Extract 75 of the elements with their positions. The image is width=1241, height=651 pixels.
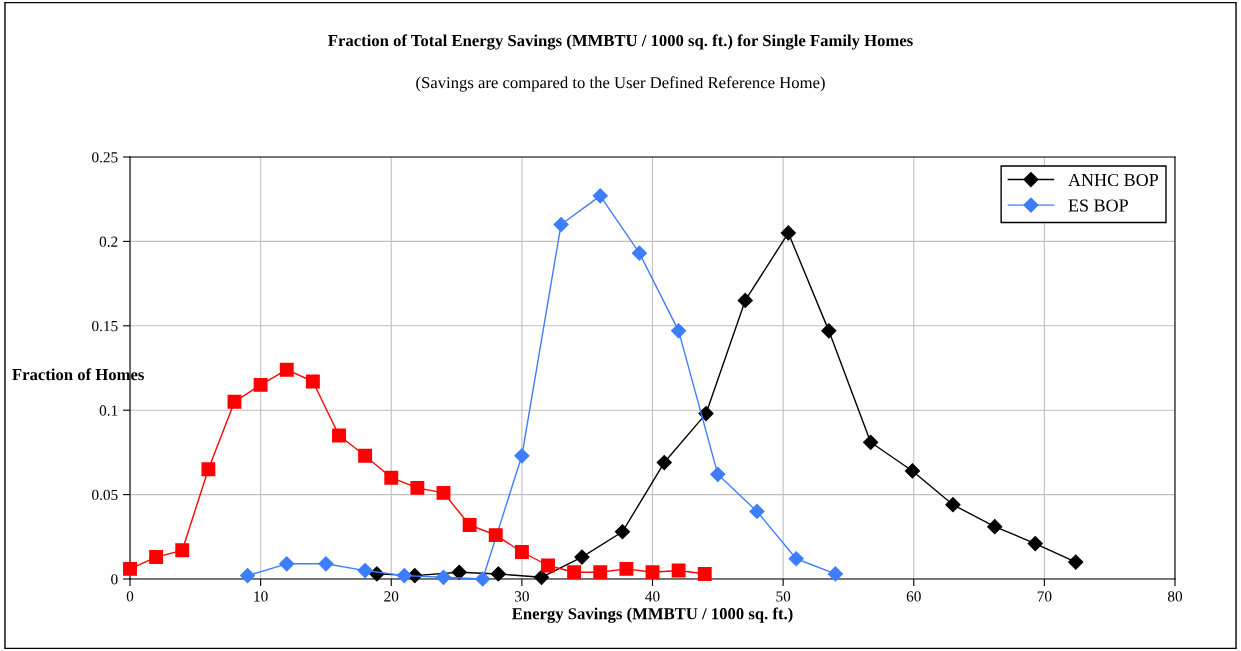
y-tick-label: 0 xyxy=(111,574,118,585)
point xyxy=(490,566,506,582)
point xyxy=(553,216,569,233)
point xyxy=(514,448,530,464)
x-tick-label: 50 xyxy=(776,591,791,602)
point xyxy=(780,225,796,241)
chart-subtitle: (Savings are compared to the User Defined Reference Home) xyxy=(416,76,825,92)
point xyxy=(462,518,477,532)
point xyxy=(332,428,346,443)
point xyxy=(305,374,320,389)
y-tick-label: 0.15 xyxy=(92,320,118,332)
y-tick-label: 0.2 xyxy=(99,236,118,247)
point xyxy=(396,568,412,584)
point xyxy=(863,434,879,450)
point xyxy=(384,470,399,485)
point xyxy=(904,463,921,479)
point xyxy=(788,551,804,567)
point xyxy=(593,565,608,580)
point xyxy=(827,566,843,582)
point xyxy=(451,564,467,580)
x-tick-label: 70 xyxy=(1037,591,1052,602)
point xyxy=(436,485,451,500)
point xyxy=(631,245,648,261)
point xyxy=(357,562,373,579)
point xyxy=(541,558,555,573)
chart-title: Fraction of Total Energy Savings (MMBTU / 1000 sq. ft.) for Single Family Homes xyxy=(328,34,913,50)
point xyxy=(574,549,590,565)
point xyxy=(149,550,164,565)
point xyxy=(645,565,660,580)
point xyxy=(619,561,634,576)
point xyxy=(358,448,373,463)
point xyxy=(567,565,582,580)
x-tick-label: 0 xyxy=(126,591,134,602)
point xyxy=(488,528,503,543)
point xyxy=(227,394,242,409)
point xyxy=(533,569,550,585)
point xyxy=(671,323,687,339)
point xyxy=(175,543,190,558)
legend-label: ANHC BOP xyxy=(1068,173,1159,187)
point xyxy=(710,466,726,482)
point xyxy=(1068,554,1084,570)
y-tick-label: 0.05 xyxy=(92,489,118,501)
x-tick-label: 10 xyxy=(254,591,268,602)
point xyxy=(614,524,631,540)
x-tick-label: 40 xyxy=(645,591,660,602)
point xyxy=(239,568,256,584)
x-axis-title: Energy Savings (MMBTU / 1000 sq. ft.) xyxy=(512,607,793,623)
point xyxy=(698,406,714,422)
point xyxy=(821,323,837,339)
point xyxy=(737,292,753,309)
point xyxy=(123,561,137,576)
point xyxy=(945,497,961,513)
x-tick-label: 30 xyxy=(514,591,529,602)
point xyxy=(1027,535,1043,552)
point xyxy=(749,503,765,520)
point xyxy=(592,188,608,204)
x-tick-label: 80 xyxy=(1167,591,1183,602)
point xyxy=(253,377,268,392)
point xyxy=(514,545,529,559)
point xyxy=(279,362,294,377)
point xyxy=(410,480,425,495)
legend-label: ES BOP xyxy=(1068,199,1128,212)
point xyxy=(671,563,686,578)
y-tick-label: 0.25 xyxy=(92,152,118,163)
point xyxy=(987,519,1003,535)
point xyxy=(475,571,491,587)
x-tick-label: 60 xyxy=(906,591,921,602)
point xyxy=(435,569,452,585)
y-tick-label: 0.1 xyxy=(99,405,118,416)
point xyxy=(279,556,295,572)
point xyxy=(201,462,216,477)
x-tick-label: 20 xyxy=(384,591,399,602)
point xyxy=(656,454,672,471)
point xyxy=(318,556,334,572)
point xyxy=(697,566,712,581)
